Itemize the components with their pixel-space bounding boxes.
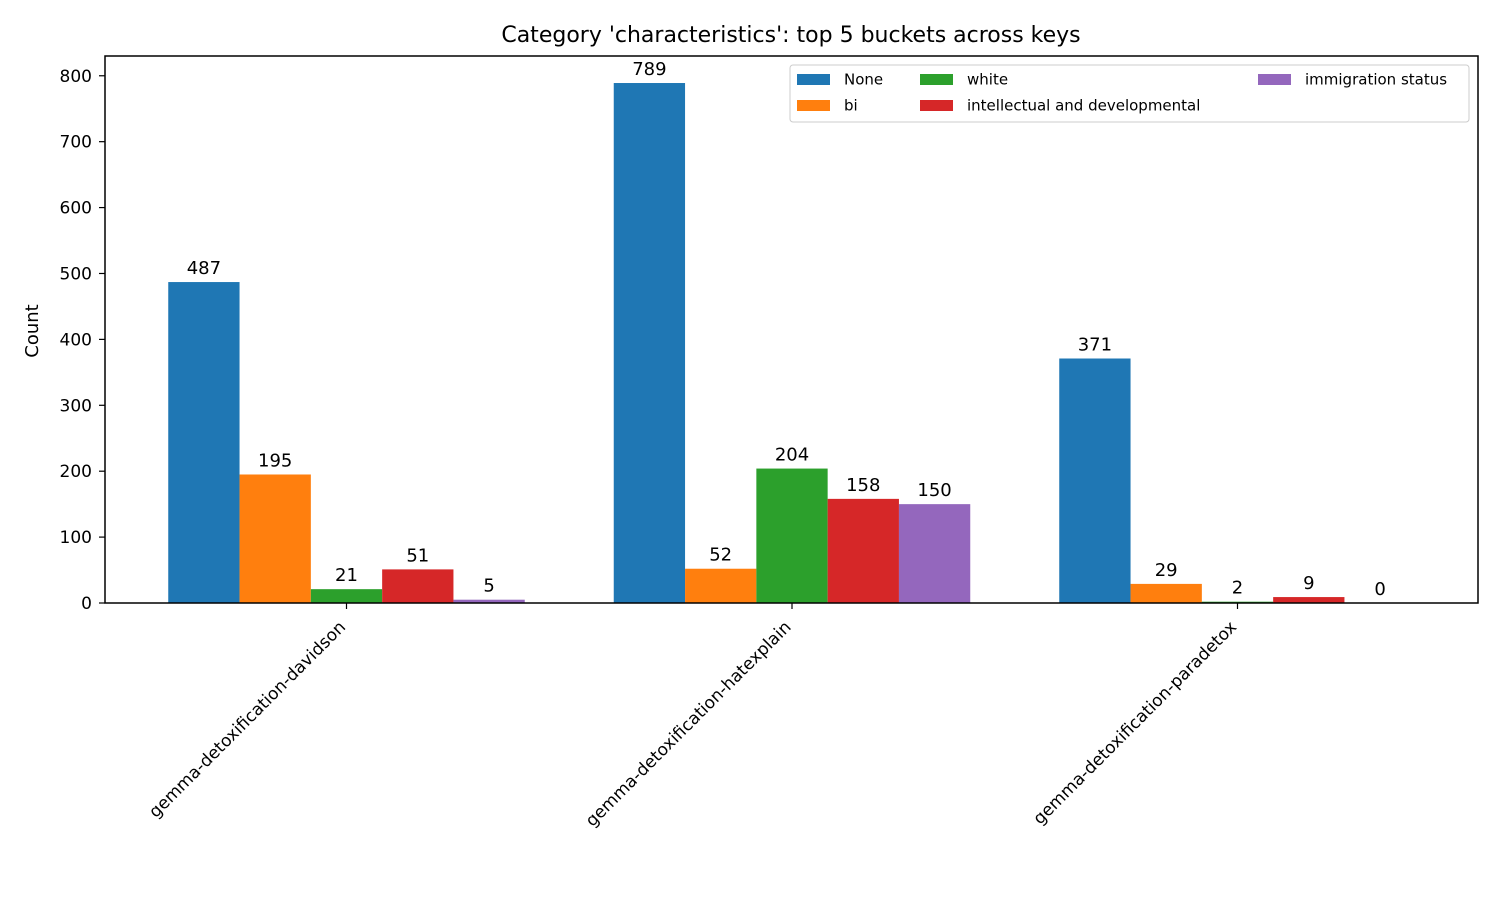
bar (1059, 358, 1131, 603)
bar (898, 504, 971, 603)
x-tick-label: gemma-detoxification-paradetox (1030, 617, 1242, 829)
bar-value-label: 5 (483, 576, 494, 597)
bar (685, 568, 757, 603)
legend-swatch (920, 74, 953, 85)
bar-value-label: 487 (187, 258, 221, 279)
bar-value-label: 789 (632, 59, 666, 80)
legend-entry: intellectual and developmental (967, 97, 1200, 115)
bar (168, 282, 240, 603)
legend-box (789, 64, 1470, 123)
chart-title: Category 'characteristics': top 5 bucket… (501, 23, 1080, 48)
legend-entry: bi (844, 97, 858, 115)
y-tick-label: 800 (60, 67, 92, 87)
y-tick-label: 0 (81, 594, 92, 614)
bar (613, 83, 686, 603)
bar-value-label: 2 (1232, 578, 1243, 599)
y-tick-label: 500 (60, 264, 92, 284)
bar-value-label: 51 (406, 545, 429, 566)
bar (1273, 597, 1345, 603)
x-tick-label: gemma-detoxification-davidson (145, 617, 350, 822)
y-tick-label: 600 (60, 199, 92, 219)
plot-frame (104, 55, 1479, 604)
y-tick-label: 100 (60, 528, 92, 548)
bar (1130, 583, 1202, 603)
bar-value-label: 21 (335, 565, 358, 586)
bar-value-label: 0 (1374, 579, 1385, 600)
legend-entry: immigration status (1305, 71, 1447, 89)
legend-swatch (920, 100, 953, 111)
legend-swatch (1258, 74, 1291, 85)
x-axis: gemma-detoxification-davidson gemma-detox… (145, 603, 1241, 831)
bar-value-label: 150 (917, 480, 951, 501)
y-tick-label: 400 (60, 330, 92, 350)
y-tick-label: 700 (60, 133, 92, 153)
legend: None bi white intellectual and developmenta… (789, 64, 1470, 123)
y-tick-label: 300 (60, 396, 92, 416)
bars-group (168, 83, 1345, 603)
bar-value-label: 29 (1155, 560, 1178, 581)
legend-swatch (797, 74, 830, 85)
bar-value-label: 195 (258, 450, 292, 471)
bar-value-label: 9 (1303, 573, 1314, 594)
y-tick-label: 200 (60, 462, 92, 482)
legend-entry: white (967, 71, 1008, 89)
bar-value-label: 52 (709, 545, 732, 566)
y-axis-label: Count (22, 304, 43, 357)
x-tick-label: gemma-detoxification-hatexplain (582, 617, 796, 831)
legend-entry: None (844, 71, 883, 89)
legend-swatch (797, 100, 830, 111)
bar (453, 599, 525, 603)
bar (310, 589, 383, 603)
bar-value-label: 371 (1078, 335, 1112, 356)
bar (382, 569, 454, 603)
bar-value-label: 158 (846, 475, 880, 496)
bar (239, 474, 311, 603)
bar (756, 468, 828, 603)
bar-value-label: 204 (775, 445, 809, 466)
bar (827, 498, 899, 603)
y-axis: 0 100 200 300 400 500 600 700 800 (60, 67, 105, 614)
